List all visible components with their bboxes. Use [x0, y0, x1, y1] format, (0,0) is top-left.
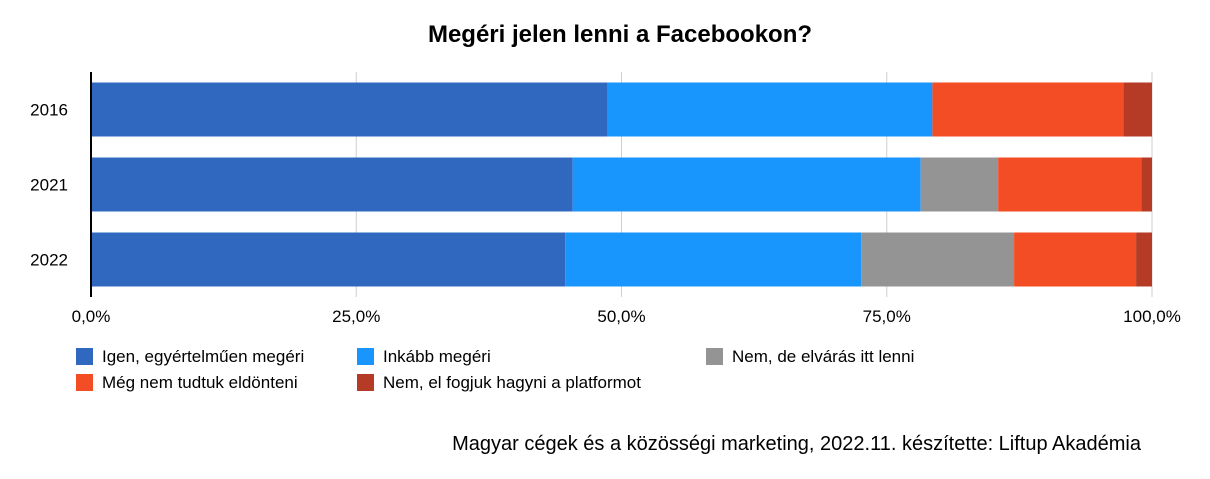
x-tick-label: 50,0% — [597, 307, 645, 326]
bar-segment — [1141, 157, 1152, 212]
y-tick-label: 2021 — [30, 176, 68, 195]
x-tick-labels: 0,0% 25,0% 50,0% 75,0% 100,0% — [72, 307, 1181, 326]
bar-segment — [565, 232, 862, 287]
legend-swatch — [706, 348, 723, 365]
caption: Magyar cégek és a közösségi marketing, 2… — [452, 433, 1142, 455]
bar-segment — [91, 232, 566, 287]
legend-label: Nem, el fogjuk hagyni a platformot — [383, 373, 641, 392]
x-tick-label: 25,0% — [332, 307, 380, 326]
bar-segment — [920, 157, 999, 212]
bar-segment — [1136, 232, 1152, 287]
bar-segment — [861, 232, 1015, 287]
legend-label: Igen, egyértelműen megéri — [102, 347, 304, 366]
legend-label: Még nem tudtuk eldönteni — [102, 373, 298, 392]
legend-swatch — [76, 374, 93, 391]
bar-segment — [91, 157, 573, 212]
bar-segment — [1123, 82, 1152, 137]
x-tick-label: 0,0% — [72, 307, 111, 326]
bar-segment — [998, 157, 1142, 212]
y-tick-label: 2016 — [30, 101, 68, 120]
legend-swatch — [76, 348, 93, 365]
bars — [91, 82, 1152, 287]
bar-segment — [932, 82, 1124, 137]
x-tick-label: 75,0% — [863, 307, 911, 326]
legend: Igen, egyértelműen megéri Inkább megéri Ne… — [76, 347, 914, 392]
legend-label: Nem, de elvárás itt lenni — [732, 347, 914, 366]
bar-segment — [607, 82, 933, 137]
legend-swatch — [357, 374, 374, 391]
chart-title: Megéri jelen lenni a Facebookon? — [428, 21, 812, 48]
y-tick-label: 2022 — [30, 251, 68, 270]
legend-swatch — [357, 348, 374, 365]
bar-segment — [1014, 232, 1137, 287]
legend-label: Inkább megéri — [383, 347, 491, 366]
x-tick-label: 100,0% — [1123, 307, 1181, 326]
bar-segment — [91, 82, 608, 137]
y-tick-labels: 2016 2021 2022 — [30, 101, 68, 270]
bar-segment — [572, 157, 921, 212]
